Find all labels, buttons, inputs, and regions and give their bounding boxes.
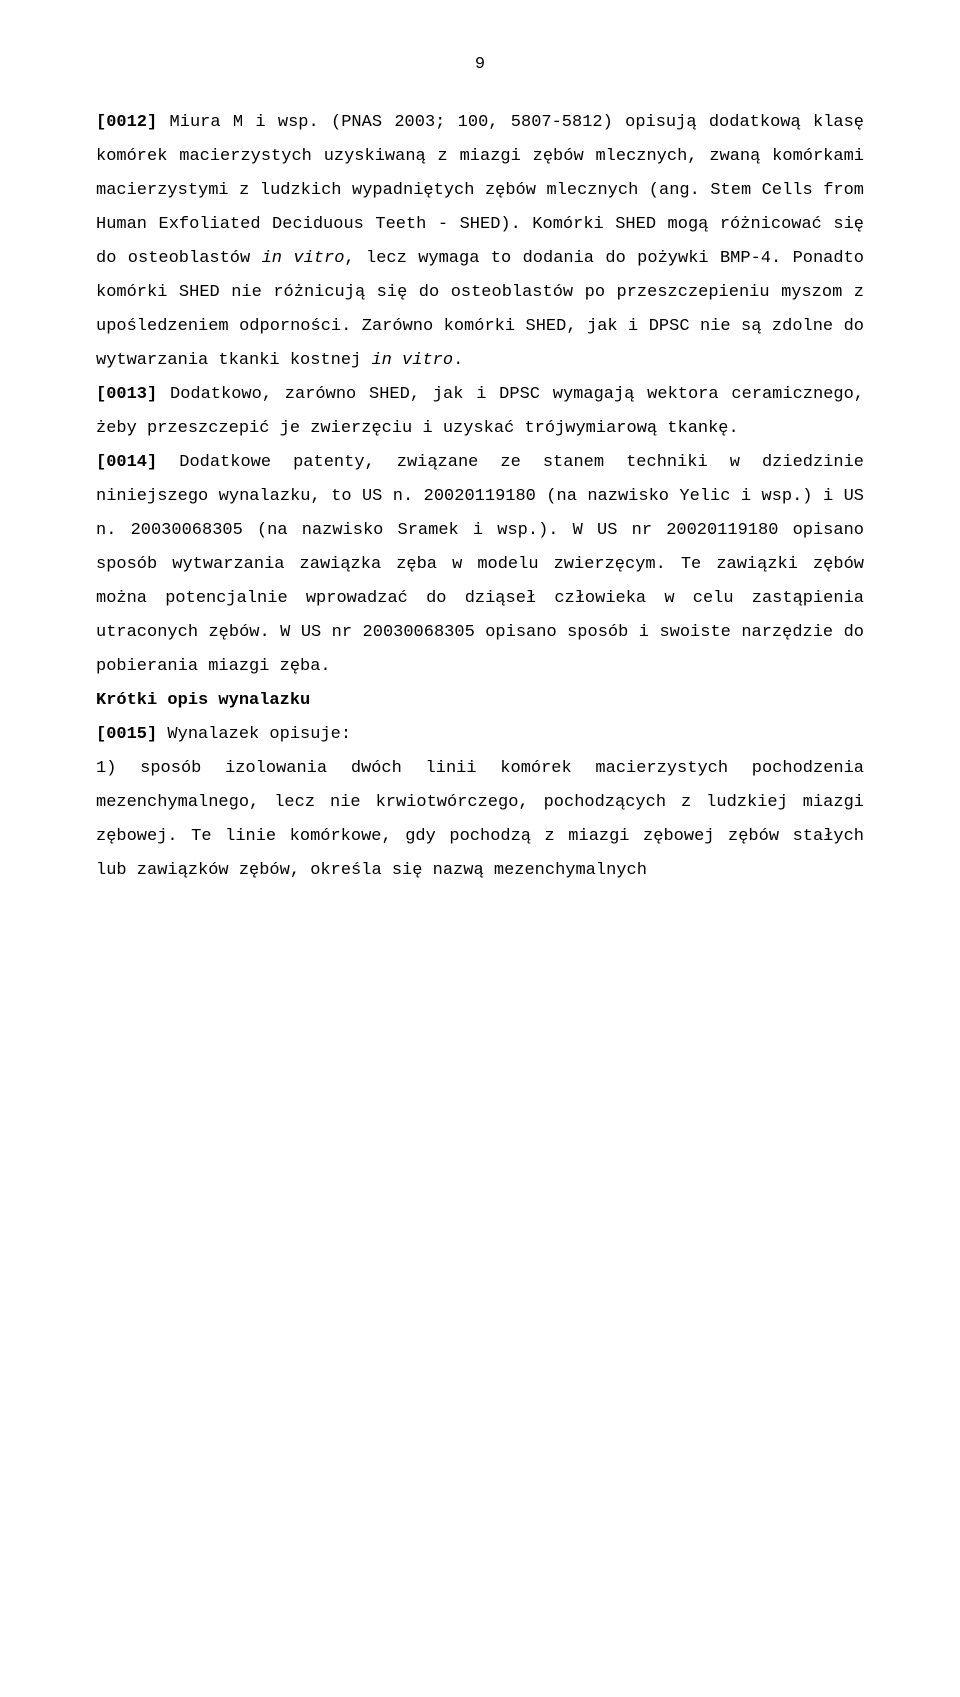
text: Miura M i wsp. (PNAS 2003; 100, 5807-581… — [96, 113, 864, 268]
bold-text: [0015] — [96, 725, 157, 744]
page-number: 9 — [96, 48, 864, 82]
text: . — [453, 351, 463, 370]
paragraph: [0014] Dodatkowe patenty, związane ze st… — [96, 446, 864, 684]
document-content: [0012] Miura M i wsp. (PNAS 2003; 100, 5… — [96, 106, 864, 888]
bold-text: [0013] — [96, 385, 157, 404]
text: Dodatkowo, zarówno SHED, jak i DPSC wyma… — [96, 385, 864, 438]
bold-text: Krótki opis wynalazku — [96, 691, 310, 710]
text: Dodatkowe patenty, związane ze stanem te… — [96, 453, 864, 676]
paragraph: [0012] Miura M i wsp. (PNAS 2003; 100, 5… — [96, 106, 864, 378]
section-heading: Krótki opis wynalazku — [96, 684, 864, 718]
paragraph: 1) sposób izolowania dwóch linii komórek… — [96, 752, 864, 888]
paragraph: [0013] Dodatkowo, zarówno SHED, jak i DP… — [96, 378, 864, 446]
text: 1) sposób izolowania dwóch linii komórek… — [96, 759, 864, 880]
italic-text: in vitro — [371, 351, 453, 370]
italic-text: in vitro — [262, 249, 345, 268]
bold-text: [0012] — [96, 113, 157, 132]
text: Wynalazek opisuje: — [157, 725, 351, 744]
bold-text: [0014] — [96, 453, 157, 472]
paragraph: [0015] Wynalazek opisuje: — [96, 718, 864, 752]
